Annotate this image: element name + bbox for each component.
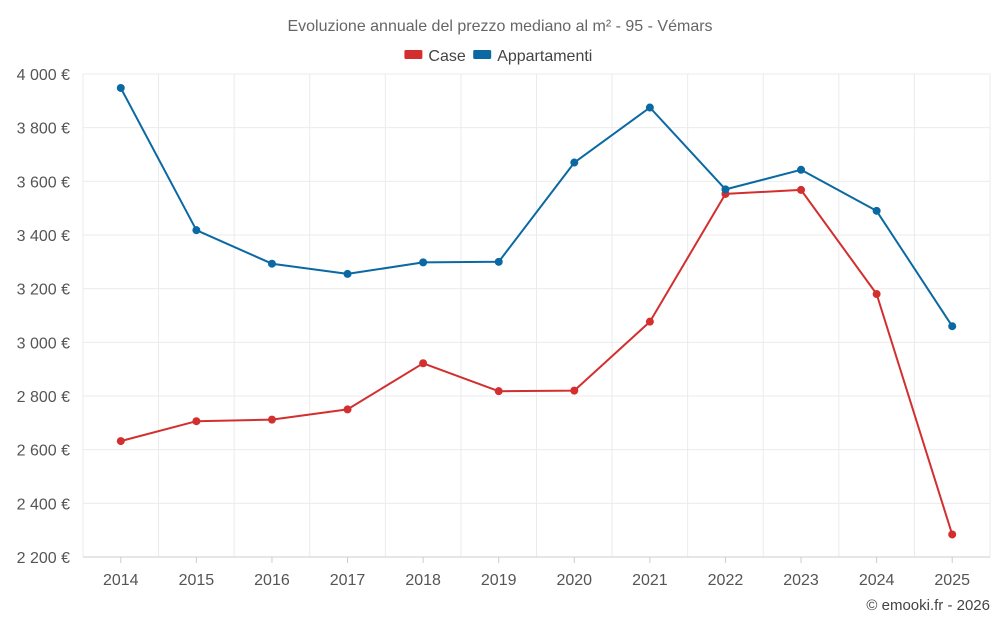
y-tick-label: 3 200 € (17, 282, 70, 299)
y-tick-label: 3 000 € (17, 335, 70, 352)
credit-text: © emooki.fr - 2026 (866, 597, 990, 614)
data-point-case[interactable] (645, 317, 654, 326)
x-tick-label: 2021 (632, 572, 668, 589)
y-tick-label: 4 000 € (17, 67, 70, 84)
x-tick-label: 2019 (481, 572, 517, 589)
data-point-appartamenti[interactable] (267, 259, 276, 268)
x-tick-label: 2015 (179, 572, 215, 589)
x-tick-label: 2014 (103, 572, 139, 589)
series-layer (116, 83, 957, 539)
data-point-appartamenti[interactable] (419, 258, 428, 267)
x-tick-label: 2024 (859, 572, 895, 589)
data-point-appartamenti[interactable] (948, 322, 957, 331)
y-tick-label: 2 400 € (17, 496, 70, 513)
legend-label-appartamenti: Appartamenti (497, 48, 592, 65)
data-point-appartamenti[interactable] (494, 257, 503, 266)
data-point-case[interactable] (494, 387, 503, 396)
x-tick-label: 2018 (405, 572, 441, 589)
grid (82, 73, 991, 558)
legend-item-case[interactable]: Case (404, 48, 466, 65)
y-tick-label: 2 600 € (17, 443, 70, 460)
x-tick-label: 2016 (254, 572, 290, 589)
data-point-appartamenti[interactable] (343, 269, 352, 278)
data-point-case[interactable] (948, 530, 957, 539)
x-tick-label: 2017 (330, 572, 366, 589)
data-point-appartamenti[interactable] (116, 83, 125, 92)
data-point-case[interactable] (797, 185, 806, 194)
data-point-appartamenti[interactable] (645, 103, 654, 112)
chart-title: Evoluzione annuale del prezzo mediano al… (287, 18, 712, 35)
legend: Case Appartamenti (404, 48, 592, 65)
data-point-appartamenti[interactable] (797, 165, 806, 174)
x-tick-label: 2022 (708, 572, 744, 589)
data-point-case[interactable] (192, 417, 201, 426)
y-tick-label: 3 600 € (17, 174, 70, 191)
legend-item-appartamenti[interactable]: Appartamenti (473, 48, 592, 65)
legend-swatch-appartamenti (473, 50, 492, 59)
y-tick-label: 2 800 € (17, 389, 70, 406)
data-point-appartamenti[interactable] (192, 226, 201, 235)
data-point-appartamenti[interactable] (721, 185, 730, 194)
series-case (116, 185, 957, 539)
y-tick-label: 2 200 € (17, 550, 70, 567)
data-point-case[interactable] (267, 415, 276, 424)
legend-swatch-case (404, 50, 423, 59)
series-appartamenti (116, 83, 957, 331)
series-line-case (120, 188, 954, 535)
legend-label-case: Case (428, 48, 465, 65)
y-tick-label: 3 400 € (17, 228, 70, 245)
axes: 2 200 € 2 400 € 2 600 € 2 800 € 3 000 € 3 200… (17, 67, 990, 589)
data-point-appartamenti[interactable] (570, 158, 579, 167)
data-point-case[interactable] (872, 290, 881, 299)
x-tick-label: 2020 (556, 572, 592, 589)
data-point-case[interactable] (343, 405, 352, 414)
x-tick-label: 2025 (934, 572, 970, 589)
data-point-case[interactable] (419, 359, 428, 368)
data-point-appartamenti[interactable] (872, 206, 881, 215)
data-point-case[interactable] (570, 386, 579, 395)
y-tick-label: 3 800 € (17, 121, 70, 138)
data-point-case[interactable] (116, 437, 125, 446)
x-tick-label: 2023 (783, 572, 819, 589)
series-line-appartamenti (119, 87, 954, 327)
